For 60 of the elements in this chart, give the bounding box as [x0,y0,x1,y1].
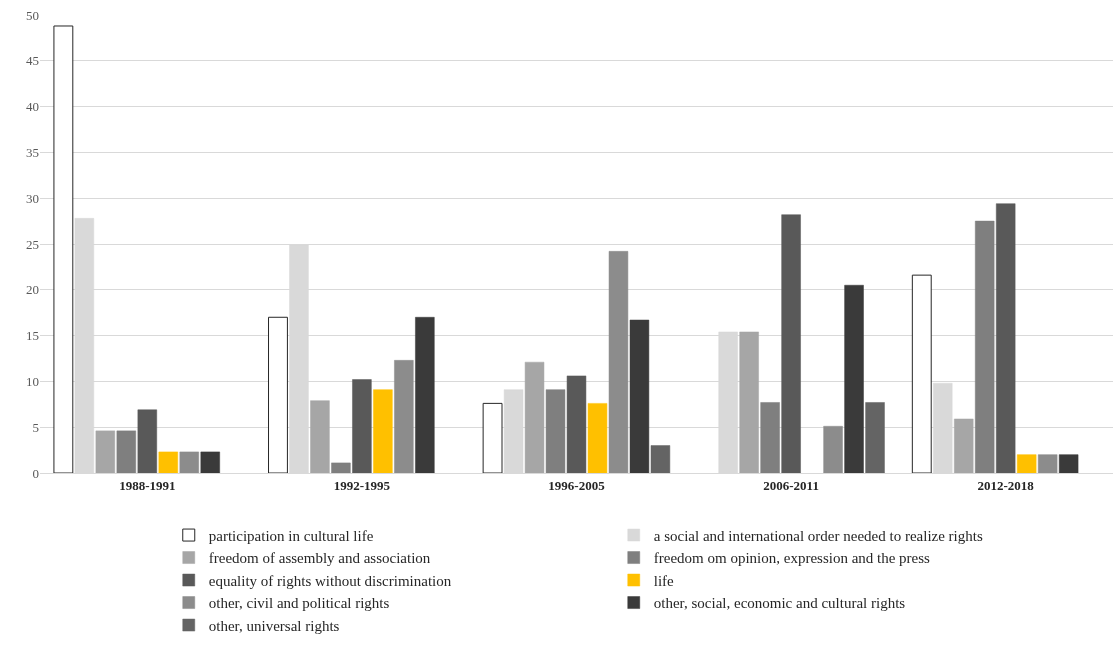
legend-label: participation in cultural life [208,527,374,544]
bar [545,389,566,473]
y-tick-label: 50 [26,7,39,23]
bar [760,402,780,473]
bar [608,251,629,473]
bar [823,426,843,473]
legend-label: other, social, economic and cultural rights [653,595,906,612]
bar [954,418,974,473]
bar [524,361,545,473]
bar [95,430,116,473]
bar [650,445,671,473]
y-tick-label: 20 [26,282,39,298]
bar [566,375,587,473]
bar [996,203,1016,473]
y-tick-label: 15 [26,328,39,344]
y-tick-label: 10 [26,373,39,389]
bar [415,317,435,473]
bar [1037,454,1058,473]
bar [482,402,503,473]
bar [352,379,372,473]
x-tick-label: 1988-1991 [119,477,176,493]
legend-label: life [653,572,675,589]
bar [179,451,199,473]
y-tick-label: 40 [26,99,39,115]
bar [373,389,393,473]
bar [268,316,288,473]
bar [310,400,330,473]
y-tick-label: 35 [26,144,39,160]
bar [781,214,801,473]
legend-label: a social and international order needed to realize rights [653,527,983,544]
bar [629,319,650,473]
x-tick-label: 2006-2011 [763,477,819,493]
x-tick-label: 1996-2005 [548,477,606,493]
legend-label: other, civil and political rights [208,595,390,612]
x-tick-label: 1992-1995 [333,477,391,493]
y-tick-label: 5 [32,419,39,435]
legend-label: freedom om opinion, expression and the press [653,550,931,567]
bar [158,451,178,473]
bar [1058,454,1079,473]
bar [587,403,608,473]
bar [200,451,220,473]
bar [116,430,137,473]
legend-label: equality of rights without discrimination [208,572,452,589]
bar [844,284,864,473]
y-tick-label: 25 [26,236,39,252]
bar [911,274,932,473]
legend-label: freedom of assembly and association [208,550,431,567]
bar [394,360,414,473]
bar [975,220,995,473]
legend-label: other, universal rights [208,617,340,634]
y-tick-label: 45 [26,53,39,69]
y-tick-label: 0 [32,465,39,481]
bar [53,25,74,473]
x-tick-label: 2012-2018 [977,477,1035,493]
bar [331,462,351,473]
bar [137,409,157,473]
bar [1016,454,1037,473]
bar [865,402,885,473]
y-tick-label: 30 [26,190,39,206]
bar [739,331,759,473]
